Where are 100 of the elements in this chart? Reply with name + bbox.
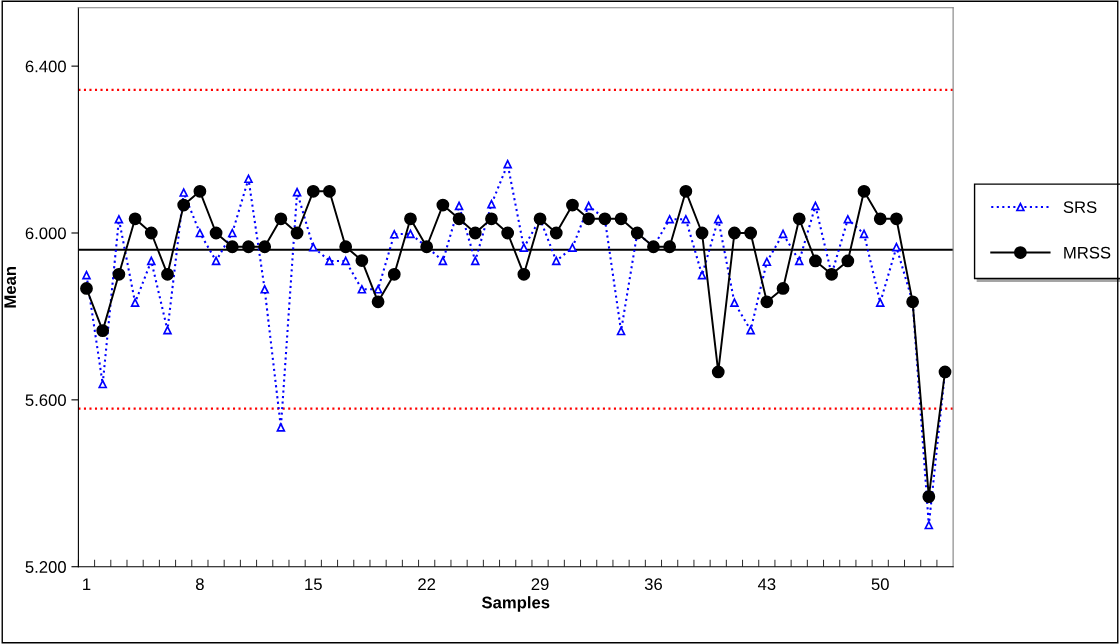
point xyxy=(487,199,496,209)
point xyxy=(843,214,853,224)
point xyxy=(373,285,383,294)
x-tick-label: 15 xyxy=(305,578,322,591)
point xyxy=(468,226,482,240)
x-tick-label: 43 xyxy=(757,578,776,591)
point xyxy=(177,198,191,212)
point xyxy=(776,282,790,295)
point xyxy=(584,201,593,211)
point xyxy=(387,267,401,281)
point xyxy=(355,254,369,267)
point xyxy=(892,242,901,252)
point xyxy=(163,325,172,335)
point xyxy=(582,212,596,226)
point xyxy=(406,229,415,239)
x-tick-label: 1 xyxy=(83,578,91,590)
point xyxy=(809,254,822,268)
point xyxy=(792,212,806,226)
point xyxy=(857,184,871,198)
point xyxy=(762,257,772,267)
point xyxy=(227,228,237,238)
point xyxy=(82,270,91,280)
point xyxy=(549,226,563,240)
point xyxy=(244,174,253,184)
point xyxy=(130,298,140,307)
point xyxy=(841,254,855,268)
point xyxy=(452,212,466,226)
y-tick-label: 5.200 xyxy=(25,561,66,573)
point xyxy=(503,159,512,169)
point xyxy=(616,326,626,336)
y-axis-title: Mean xyxy=(4,266,17,308)
point xyxy=(695,226,709,240)
point xyxy=(663,240,677,254)
point xyxy=(614,212,628,226)
x-tick-label: 36 xyxy=(644,578,662,591)
point xyxy=(697,270,707,280)
point xyxy=(568,243,577,252)
x-tick-label: 22 xyxy=(418,578,436,590)
point xyxy=(371,295,385,309)
point xyxy=(811,201,820,211)
point xyxy=(778,229,788,239)
y-tick-label: 6.000 xyxy=(25,227,66,240)
point xyxy=(242,240,255,254)
point xyxy=(260,285,269,294)
point xyxy=(873,212,887,226)
point xyxy=(551,256,561,266)
y-tick-label: 5.600 xyxy=(25,394,66,407)
point xyxy=(485,212,498,226)
point xyxy=(339,240,353,254)
x-axis-title: Samples xyxy=(481,596,550,612)
point xyxy=(112,267,126,281)
point xyxy=(890,212,903,226)
point xyxy=(924,520,934,530)
point xyxy=(195,228,205,238)
point xyxy=(193,184,207,198)
point xyxy=(341,256,350,266)
point xyxy=(179,188,188,197)
point xyxy=(96,324,110,337)
point xyxy=(404,212,417,226)
point xyxy=(225,240,239,254)
point xyxy=(306,184,320,198)
point xyxy=(114,214,124,224)
point xyxy=(794,256,804,266)
point xyxy=(679,184,693,198)
point xyxy=(276,423,286,432)
point xyxy=(144,226,158,240)
point xyxy=(922,490,936,504)
point xyxy=(519,243,529,252)
point xyxy=(517,267,531,281)
legend-label: MRSS xyxy=(1064,246,1111,259)
x-tick-label: 8 xyxy=(195,578,204,591)
point xyxy=(728,226,741,240)
point xyxy=(436,198,450,212)
point xyxy=(566,198,579,212)
point xyxy=(146,256,156,266)
point xyxy=(875,298,885,307)
point xyxy=(760,295,774,309)
x-tick-label: 29 xyxy=(531,578,549,591)
point xyxy=(308,242,318,252)
point xyxy=(211,256,221,266)
point xyxy=(274,212,288,226)
point xyxy=(681,214,691,224)
x-tick-label: 50 xyxy=(871,578,889,591)
point xyxy=(501,226,515,240)
point xyxy=(470,256,480,266)
point xyxy=(746,325,755,335)
point xyxy=(323,184,336,198)
point xyxy=(128,212,142,226)
point xyxy=(80,282,93,295)
point xyxy=(389,229,399,239)
point xyxy=(454,201,464,211)
point xyxy=(730,298,739,307)
point xyxy=(711,365,725,379)
point xyxy=(665,214,674,224)
point xyxy=(744,226,758,240)
point xyxy=(290,226,304,240)
point xyxy=(98,379,108,389)
point xyxy=(325,256,334,266)
point xyxy=(357,285,367,294)
point xyxy=(859,229,869,239)
